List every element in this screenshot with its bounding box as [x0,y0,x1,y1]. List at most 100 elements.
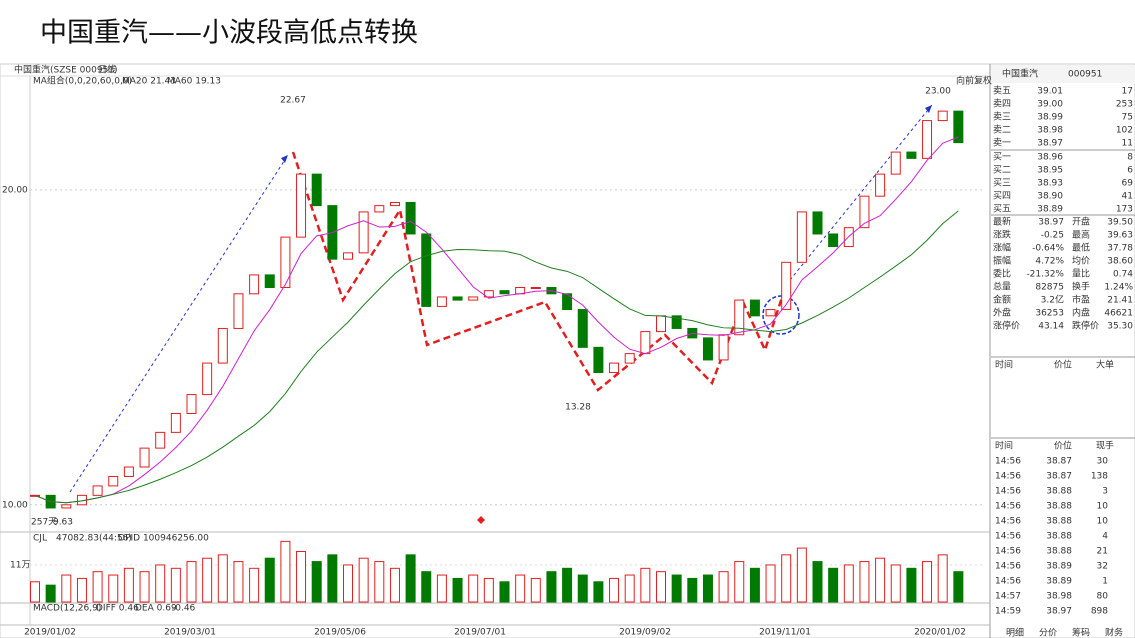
bid-volume: 6 [1127,166,1133,176]
volume-bar [202,557,213,603]
tick-volume: 80 [1097,592,1109,602]
candle [61,504,72,509]
volume-bar [530,577,541,603]
ma20-label: MA20 21.43 [122,77,176,87]
ask-label: 卖二 [993,125,1011,136]
tick-price: 38.89 [1046,562,1072,572]
bid-volume: 41 [1122,192,1133,202]
wave-line [291,151,787,392]
highlight-circle [762,295,800,335]
ask-volume: 253 [1116,100,1133,110]
volume-bar [483,577,494,603]
stat-label: 委比 [993,268,1011,280]
bid-label: 买二 [993,165,1011,176]
stat-label: 外盘 [993,307,1011,319]
tick-price: 38.98 [1046,592,1072,602]
stat-label: 换手 [1072,281,1090,293]
candle [296,173,307,238]
tick-price: 38.88 [1046,532,1072,542]
candle [202,362,213,396]
stat-value: 3.2亿 [1041,294,1064,306]
candle [483,290,494,298]
macd-value: -0.46 [172,604,196,614]
panel-header [991,65,1135,83]
ma60-label: MA60 19.13 [167,77,221,87]
panel-tab[interactable]: 财务 [1105,627,1123,638]
trend-arrow [69,154,289,493]
days-label: 257天 [31,518,57,528]
tick-volume: 32 [1097,562,1108,572]
x-tick-label: 2019/11/01 [759,628,811,638]
stat-label: 最低 [1072,242,1090,254]
bid-price: 38.95 [1037,166,1063,176]
candle [828,233,839,248]
stat-value: 35.30 [1107,322,1133,332]
tick-price: 38.88 [1046,502,1072,512]
y-tick-label: 10.00 [2,500,28,510]
stat-label: 开盘 [1072,216,1090,228]
candle [702,337,713,361]
stock-code: 000951 [1068,70,1102,80]
bid-volume: 8 [1127,153,1133,163]
candle [311,173,322,207]
ask-price: 38.97 [1037,139,1063,149]
candle [280,236,291,289]
panel-tab[interactable]: 筹码 [1072,627,1090,638]
ask-volume: 17 [1122,87,1133,97]
panel-tab[interactable]: 明细 [1006,627,1024,638]
volume-bar [30,581,40,603]
stock-name: 中国重汽 [1002,68,1038,80]
stat-label: 涨停价 [993,320,1020,332]
volume-bar [812,561,823,603]
tick-time: 14:56 [995,562,1021,572]
volume-bar [296,550,307,603]
volume-bar [671,574,682,603]
high-label: 22.67 [280,96,306,106]
candle [374,205,385,213]
volume-bar [718,571,729,603]
volume-bar [687,577,698,603]
candle [499,290,510,295]
candle [264,274,275,289]
candle [875,173,886,197]
candle [155,431,166,449]
candle [436,296,447,307]
candle [624,353,635,364]
volume-bar [843,564,854,603]
stat-value: 46621 [1104,309,1133,319]
candle [468,296,479,301]
candle [343,252,353,260]
stat-value: 0.74 [1113,270,1133,280]
bid-label: 买一 [993,152,1011,163]
candle [749,299,760,317]
x-tick-label: 2020/01/02 [914,628,966,638]
candle [671,315,682,329]
tick-volume: 21 [1097,547,1108,557]
stat-value: 37.78 [1107,244,1133,254]
volume-bar [734,561,745,603]
tick-price: 38.87 [1046,457,1072,467]
x-tick-label: 2019/09/02 [619,628,671,638]
volume-bar [249,567,260,603]
stat-label: 均价 [1072,255,1090,267]
volume-bar [76,577,87,603]
x-tick-label: 2019/03/01 [164,628,216,638]
volume-bar [562,567,573,603]
stat-value: -0.64% [1032,244,1064,254]
ask-price: 38.99 [1037,113,1063,123]
column-header: 时间 [995,359,1013,371]
tick-time: 14:56 [995,457,1021,467]
candle [108,475,119,487]
volume-bar [640,567,651,603]
volume-bar [546,571,557,603]
stat-value: 39.50 [1107,218,1133,228]
panel-tab[interactable]: 分价 [1039,628,1057,638]
volume-bar [922,561,933,603]
column-header: 大单 [1096,359,1114,371]
stat-value: 39.63 [1107,231,1133,241]
stat-value: 36253 [1035,309,1064,319]
column-header: 价位 [1054,359,1072,371]
tick-volume: 3 [1102,487,1108,497]
volume-bar [421,571,432,603]
candle [217,327,228,364]
